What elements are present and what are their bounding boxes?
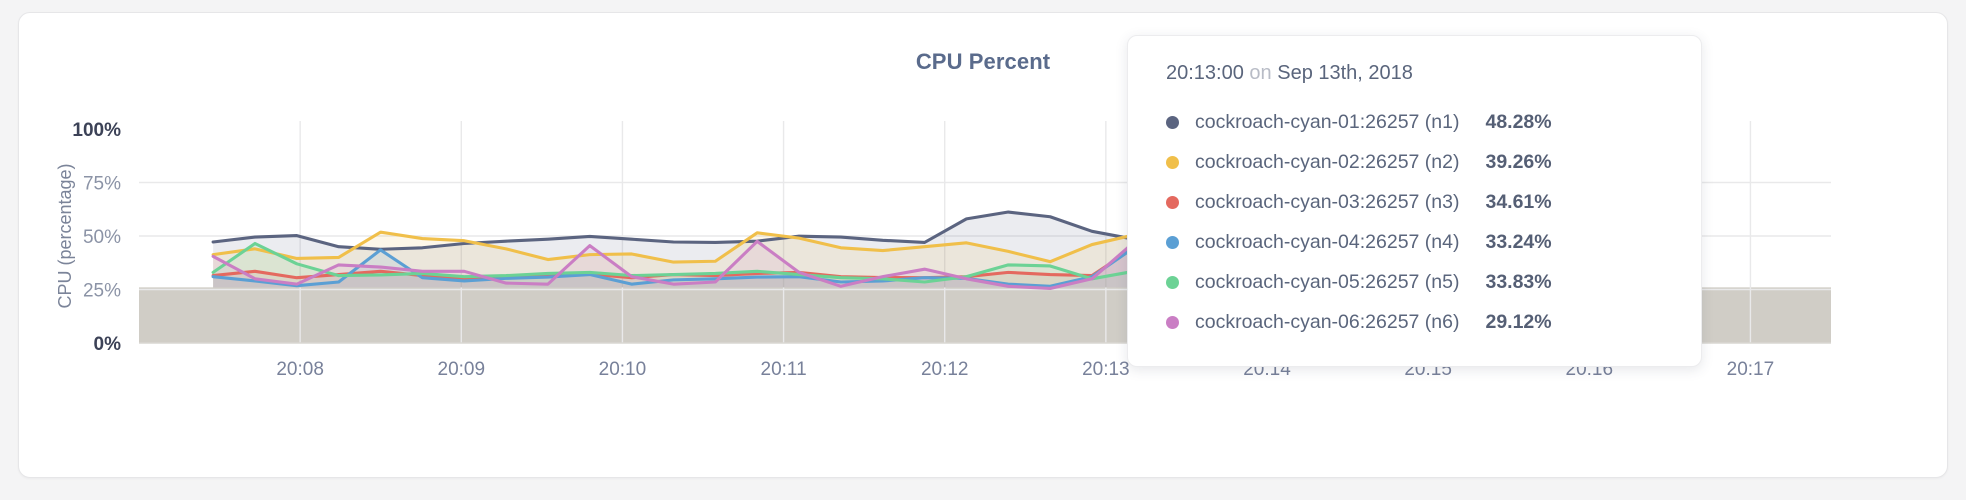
y-axis-tick-label: 75% [83,174,121,195]
tooltip-series-value: 34.61% [1485,190,1552,213]
tooltip-row: cockroach-cyan-01:26257 (n1) 48.28% [1166,102,1667,142]
x-axis-tick-label: 20:09 [438,359,486,380]
hover-tooltip: 20:13:00 on Sep 13th, 2018 cockroach-cya… [1127,35,1702,367]
tooltip-row-list: cockroach-cyan-01:26257 (n1) 48.28% cockro… [1166,102,1667,342]
y-axis-tick-label: 50% [83,227,121,248]
tooltip-row: cockroach-cyan-03:26257 (n3) 34.61% [1166,182,1667,222]
tooltip-series-label: cockroach-cyan-02:26257 (n2) [1195,150,1460,173]
y-axis-tick-label: 100% [72,120,121,141]
y-axis-title: CPU (percentage) [55,163,75,308]
page-title: CPU Percent [915,49,1051,74]
x-axis-tick-label: 20:12 [921,359,969,380]
tooltip-date: Sep 13th, 2018 [1277,62,1413,84]
series-color-dot-icon [1166,115,1179,129]
x-axis-tick-label: 20:08 [276,359,324,380]
tooltip-row: cockroach-cyan-06:26257 (n6) 29.12% [1166,302,1667,342]
tooltip-series-label: cockroach-cyan-04:26257 (n4) [1195,230,1460,253]
series-color-dot-icon [1166,315,1179,329]
tooltip-row: cockroach-cyan-02:26257 (n2) 39.26% [1166,142,1667,182]
tooltip-series-label: cockroach-cyan-05:26257 (n5) [1195,270,1460,293]
tooltip-series-value: 33.24% [1485,230,1552,253]
x-axis-tick-label: 20:17 [1727,359,1775,380]
tooltip-series-value: 48.28% [1485,110,1552,133]
tooltip-on-word: on [1249,62,1272,84]
series-color-dot-icon [1166,155,1179,169]
y-axis-tick-label: 25% [83,281,121,302]
cpu-percent-card: CPU Percent 0% 25% 50% 75% 100% CPU (percenta… [18,12,1948,478]
tooltip-time: 20:13:00 [1166,62,1244,84]
x-axis-tick-label: 20:11 [761,359,807,380]
x-axis-tick-label: 20:13 [1082,359,1130,380]
series-color-dot-icon [1166,275,1179,289]
tooltip-row: cockroach-cyan-04:26257 (n4) 33.24% [1166,222,1667,262]
x-axis-tick-label: 20:10 [599,359,647,380]
tooltip-row: cockroach-cyan-05:26257 (n5) 33.83% [1166,262,1667,302]
series-color-dot-icon [1166,195,1179,209]
tooltip-series-value: 33.83% [1485,270,1552,293]
tooltip-series-value: 29.12% [1485,310,1552,333]
tooltip-header: 20:13:00 on Sep 13th, 2018 [1166,62,1667,85]
y-axis-tick-label: 0% [94,334,122,355]
series-color-dot-icon [1166,235,1179,249]
tooltip-series-label: cockroach-cyan-01:26257 (n1) [1195,110,1460,133]
tooltip-series-value: 39.26% [1485,150,1552,173]
tooltip-series-label: cockroach-cyan-03:26257 (n3) [1195,190,1460,213]
tooltip-series-label: cockroach-cyan-06:26257 (n6) [1195,310,1460,333]
